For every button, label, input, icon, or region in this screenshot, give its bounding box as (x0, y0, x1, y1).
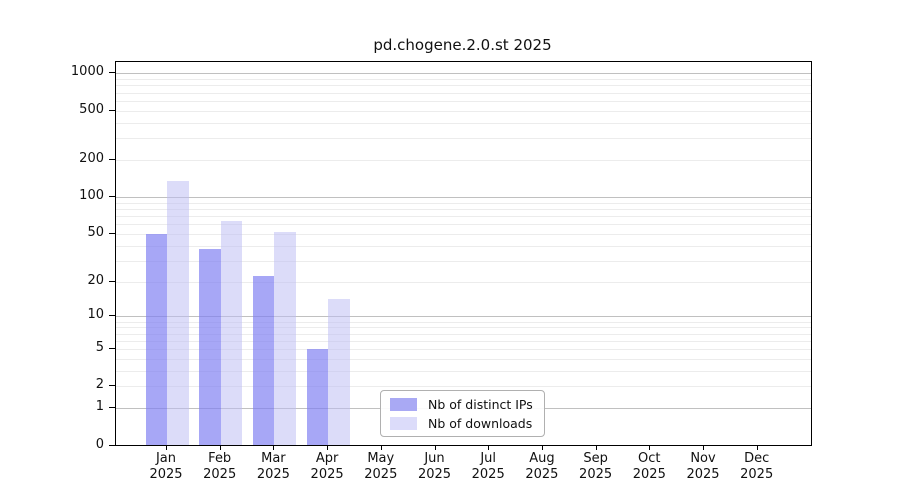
x-tick-label-jan: Jan 2025 (149, 451, 183, 482)
minor-gridline (116, 85, 811, 87)
y-tick-label: 100 (79, 188, 104, 203)
minor-gridline (116, 92, 811, 94)
minor-gridline (116, 79, 811, 81)
minor-gridline (116, 260, 811, 262)
x-tick-label-dec: Dec 2025 (740, 451, 774, 482)
minor-gridline (116, 333, 811, 335)
minor-gridline (116, 208, 811, 210)
major-gridline (116, 197, 811, 198)
y-tick-label: 1000 (70, 64, 104, 80)
bar-jan-distinct-ips (145, 234, 167, 445)
x-tick-mark (488, 445, 490, 450)
x-tick-mark (166, 445, 167, 450)
y-tick-mark (109, 158, 115, 160)
y-tick-mark (109, 196, 115, 197)
major-gridline (116, 73, 811, 75)
x-tick-mark (380, 445, 382, 450)
legend: Nb of distinct IPs Nb of downloads (380, 390, 545, 437)
bar-jan-downloads (167, 181, 189, 445)
bar-mar-distinct-ips (252, 276, 275, 445)
y-tick-label: 10 (87, 307, 104, 323)
bar-apr-distinct-ips (306, 348, 329, 445)
x-tick-mark (703, 445, 704, 450)
minor-gridline (116, 340, 811, 342)
plot-area (115, 61, 812, 446)
y-tick-label: 2 (95, 377, 104, 393)
y-tick-mark (109, 444, 115, 446)
minor-gridline (116, 321, 811, 323)
legend-item-distinct-ips: Nb of distinct IPs (390, 396, 536, 412)
y-tick-label: 5 (95, 340, 104, 355)
bar-feb-downloads (220, 221, 243, 445)
x-tick-label-feb: Feb 2025 (203, 451, 237, 482)
x-tick-label-nov: Nov 2025 (686, 451, 720, 482)
bar-feb-distinct-ips (199, 249, 221, 445)
x-tick-mark (219, 445, 221, 450)
x-tick-label-oct: Oct 2025 (632, 451, 666, 482)
legend-swatch-distinct-ips (390, 397, 417, 411)
minor-gridline (116, 233, 811, 235)
y-tick-mark (109, 232, 115, 234)
minor-gridline (116, 122, 811, 124)
minor-gridline (116, 224, 811, 226)
y-tick-mark (109, 109, 115, 111)
minor-gridline (116, 215, 811, 217)
x-tick-mark (273, 445, 275, 450)
x-tick-mark (327, 445, 329, 450)
x-tick-label-may: May 2025 (364, 451, 398, 482)
y-tick-label: 20 (87, 272, 104, 288)
y-tick-mark (109, 280, 115, 282)
minor-gridline (116, 202, 811, 204)
minor-gridline (116, 110, 811, 112)
y-tick-mark (109, 348, 115, 349)
minor-gridline (116, 281, 811, 283)
y-tick-label: 1 (95, 399, 104, 415)
legend-label-distinct-ips: Nb of distinct IPs (428, 396, 533, 412)
minor-gridline (116, 327, 811, 329)
minor-gridline (116, 159, 811, 161)
x-tick-label-jun: Jun 2025 (417, 451, 452, 482)
x-tick-mark (649, 445, 651, 450)
legend-item-downloads: Nb of downloads (390, 415, 536, 431)
legend-label-downloads: Nb of downloads (428, 415, 533, 431)
x-tick-mark (756, 445, 758, 450)
y-tick-mark (109, 385, 115, 387)
minor-gridline (116, 245, 811, 247)
minor-gridline (116, 349, 811, 350)
y-tick-label: 50 (87, 224, 104, 240)
x-tick-label-mar: Mar 2025 (256, 451, 290, 482)
y-tick-label: 500 (79, 101, 104, 117)
legend-swatch-downloads (390, 416, 417, 430)
x-tick-mark (595, 445, 597, 450)
major-gridline (116, 316, 811, 318)
x-tick-label-apr: Apr 2025 (310, 451, 344, 482)
minor-gridline (116, 100, 811, 102)
y-tick-mark (109, 72, 115, 74)
chart-title: pd.chogene.2.0.st 2025 (373, 36, 552, 54)
minor-gridline (116, 370, 811, 372)
x-tick-label-aug: Aug 2025 (525, 451, 559, 482)
minor-gridline (116, 138, 811, 140)
y-tick-label: 200 (79, 150, 104, 166)
x-tick-mark (541, 445, 543, 450)
minor-gridline (116, 358, 811, 360)
minor-gridline (116, 386, 811, 388)
x-tick-label-jul: Jul 2025 (471, 451, 505, 482)
bar-mar-downloads (274, 232, 296, 445)
x-tick-label-sep: Sep 2025 (579, 451, 613, 482)
y-tick-mark (109, 315, 115, 317)
bar-apr-downloads (328, 299, 350, 445)
x-tick-mark (434, 445, 436, 450)
y-tick-mark (109, 407, 115, 409)
y-tick-label: 0 (95, 436, 104, 452)
